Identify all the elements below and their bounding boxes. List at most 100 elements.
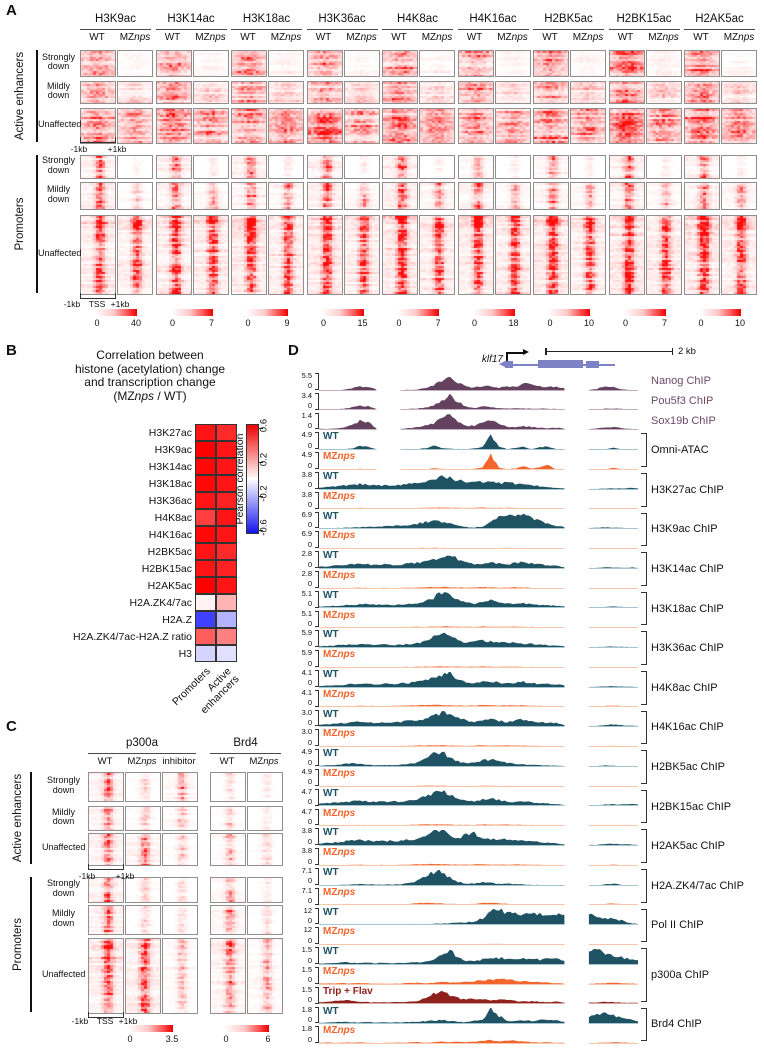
- col-header: MZnps: [421, 32, 453, 43]
- col-header: MZnps: [127, 756, 157, 767]
- heatmap-cell: [162, 905, 198, 935]
- colorbar-tick: [259, 530, 263, 531]
- axis-bracket: [80, 137, 116, 143]
- tss-arrow-stem: [506, 352, 508, 362]
- track-sub-label: WT: [323, 708, 339, 720]
- gene-exon: [538, 360, 583, 368]
- col-header: MZnps: [249, 756, 279, 767]
- heatmap-cell: [533, 182, 569, 210]
- heatmap-cell: [231, 50, 267, 77]
- heatmap-cell: [533, 50, 569, 77]
- axis-bracket: [80, 293, 116, 299]
- heatmap-cell: [494, 182, 531, 210]
- heatmap-cell: [306, 182, 343, 210]
- heatmap-cell: [457, 108, 494, 144]
- track-ymin: 0: [307, 876, 312, 886]
- track-axis-bracket: [315, 848, 319, 865]
- track-group-bracket: [641, 631, 647, 665]
- color-scale-bar: [623, 309, 666, 316]
- track-ymin: 0: [307, 836, 312, 846]
- heatmap-cell: [125, 938, 161, 1014]
- heatmap-cell: [457, 215, 494, 295]
- track-axis-bracket: [315, 927, 319, 945]
- corr-cell: [195, 560, 216, 577]
- track-sub-label: WT: [323, 589, 339, 601]
- heatmap-cell: [645, 215, 682, 295]
- track-signal: [319, 513, 638, 530]
- track-signal: [319, 790, 638, 807]
- mark-underline: [457, 29, 529, 30]
- scale-min: 0: [320, 318, 326, 328]
- heatmap-cell: [608, 108, 645, 144]
- track-axis-bracket: [315, 551, 319, 568]
- track-signal: [319, 744, 638, 747]
- track-group-bracket: [641, 671, 647, 705]
- scalebar-tick: [671, 348, 673, 355]
- track-axis-bracket: [315, 1006, 319, 1024]
- row-label: Unaffected: [42, 842, 86, 852]
- corr-row-label: H3K36ac: [148, 494, 192, 507]
- color-scale-bar: [472, 309, 515, 316]
- track-axis-bracket: [315, 432, 319, 450]
- track-signal: [319, 990, 638, 1005]
- heatmap-cell: [645, 155, 682, 179]
- track-signal: [319, 785, 638, 787]
- heatmap-cell: [382, 108, 418, 144]
- panel-a-label: A: [6, 2, 17, 19]
- mark-header: H3K14ac: [167, 13, 215, 25]
- track-axis-bracket: [315, 868, 319, 885]
- scale-max: 3.5: [165, 1034, 179, 1044]
- corr-cell: [216, 492, 237, 509]
- track-ymax: 12: [303, 905, 312, 915]
- track-ymax: 4.1: [301, 668, 312, 677]
- colorbar-tick: [259, 496, 263, 497]
- corr-cell: [195, 645, 216, 662]
- heatmap-cell: [457, 182, 494, 210]
- heatmap-cell: [533, 215, 569, 295]
- mark-underline: [231, 29, 302, 30]
- scale-min: 0: [547, 318, 553, 328]
- row-label: Mildly down: [46, 80, 70, 101]
- track-ymax: 3.0: [301, 707, 312, 717]
- colorbar-tick: [259, 462, 263, 463]
- track-ymin: 0: [307, 975, 312, 985]
- track-ymax: 3.8: [301, 846, 312, 856]
- corr-cell: [216, 577, 237, 594]
- scale-min: 0: [622, 318, 628, 328]
- track-sub-label: WT: [323, 827, 339, 839]
- heatmap-cell: [125, 833, 161, 866]
- corr-row-label: H2A.ZK4/7ac: [129, 596, 192, 609]
- heatmap-cell: [419, 182, 455, 210]
- heatmap-cell: [80, 155, 116, 179]
- track-signal: [319, 829, 638, 846]
- track-ymax: 12: [303, 925, 312, 935]
- track-signal: [319, 824, 638, 827]
- track-axis-bracket: [315, 887, 319, 905]
- track-group-bracket: [641, 789, 647, 824]
- scale-min: 0: [471, 318, 477, 328]
- row-label: Unaffected: [38, 118, 82, 129]
- heatmap-cell: [382, 215, 418, 295]
- col-header: MZnps: [723, 32, 755, 43]
- col-header: MZnps: [346, 32, 377, 43]
- track-ymax: 6.9: [301, 509, 312, 519]
- heatmap-cell: [721, 215, 757, 295]
- scale-min: 0: [245, 318, 251, 328]
- corr-cell: [216, 424, 237, 441]
- track-sub-label: WT: [323, 867, 339, 878]
- corr-cell: [195, 594, 216, 611]
- track-ymin: 0: [307, 737, 312, 747]
- heatmap-cell: [608, 50, 645, 77]
- track-ymax: 4.1: [301, 687, 312, 697]
- track-ymin: 0: [307, 618, 312, 628]
- heatmap-cell: [155, 50, 192, 77]
- track-ymax: 1.5: [301, 945, 312, 955]
- track-axis-bracket: [315, 670, 319, 687]
- track-axis-bracket: [315, 689, 319, 707]
- heatmap-cell: [570, 182, 606, 210]
- mark-underline: [684, 29, 755, 30]
- track-group-bracket: [641, 433, 647, 467]
- heatmap-cell: [570, 155, 606, 179]
- axis-label: +1kb: [107, 144, 127, 154]
- section-bracket: [30, 877, 32, 1012]
